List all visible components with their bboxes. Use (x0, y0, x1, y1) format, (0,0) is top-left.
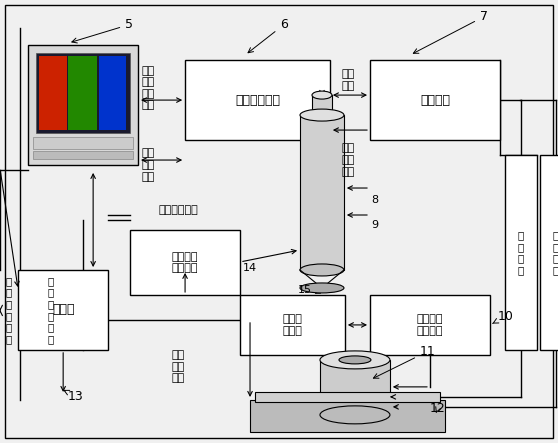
Bar (505, 155, 537, 350)
Text: 电机工进信号: 电机工进信号 (158, 205, 198, 215)
Bar (18, 270, 108, 350)
Bar (312, 95, 332, 117)
Text: 运
动
执
行
信
号: 运 动 执 行 信 号 (47, 276, 54, 344)
Ellipse shape (300, 283, 344, 293)
Text: 13: 13 (64, 390, 84, 403)
Text: 螺旋前进
控制装置: 螺旋前进 控制装置 (172, 252, 198, 273)
Bar (240, 295, 345, 355)
Bar (130, 230, 240, 295)
Text: 10: 10 (493, 310, 514, 323)
Bar (370, 60, 500, 140)
Bar (540, 155, 558, 350)
Text: 7: 7 (413, 10, 488, 53)
Bar (33, 137, 133, 149)
Bar (250, 400, 445, 432)
Ellipse shape (300, 264, 344, 276)
Ellipse shape (312, 91, 332, 99)
Ellipse shape (300, 109, 344, 121)
Text: 8: 8 (372, 195, 378, 205)
Text: 5: 5 (72, 18, 133, 43)
Bar (68, 56, 97, 130)
Text: 电源控制系统: 电源控制系统 (235, 93, 280, 107)
Text: 凝胶电刷
清洗装置: 凝胶电刷 清洗装置 (417, 314, 443, 336)
Bar (33, 151, 133, 159)
Bar (185, 60, 330, 140)
Bar (370, 295, 490, 355)
Text: 15: 15 (298, 285, 312, 295)
Ellipse shape (320, 351, 390, 369)
Bar (28, 45, 138, 165)
Text: 电
源
正
极: 电 源 正 极 (552, 230, 558, 275)
Text: 9: 9 (372, 220, 378, 230)
Bar (300, 115, 344, 270)
Bar (99, 56, 126, 130)
Bar (320, 360, 390, 415)
Text: 故
障
反
馈
信
号: 故 障 反 馈 信 号 (5, 276, 11, 344)
Text: 电
源
负
极: 电 源 负 极 (518, 230, 524, 275)
Text: 14: 14 (243, 263, 257, 273)
Ellipse shape (320, 406, 390, 424)
Text: 启停
信号: 启停 信号 (341, 69, 354, 91)
Bar (39, 56, 67, 130)
Text: 低压
充电
反馈: 低压 充电 反馈 (341, 144, 354, 177)
Ellipse shape (339, 356, 371, 364)
Text: 加工电源: 加工电源 (420, 93, 450, 107)
Bar (36, 53, 130, 133)
Text: 电源
启停
控制
信号: 电源 启停 控制 信号 (142, 66, 155, 110)
Text: 电机
工进
信号: 电机 工进 信号 (171, 350, 185, 384)
Bar (255, 392, 440, 402)
Text: 执行器: 执行器 (52, 303, 74, 316)
Text: 11: 11 (373, 345, 436, 378)
Text: 电解液
供给槽: 电解液 供给槽 (282, 314, 302, 336)
Text: 12: 12 (430, 402, 446, 415)
Text: 故障
报警
信号: 故障 报警 信号 (142, 148, 155, 182)
Text: 6: 6 (248, 18, 288, 53)
